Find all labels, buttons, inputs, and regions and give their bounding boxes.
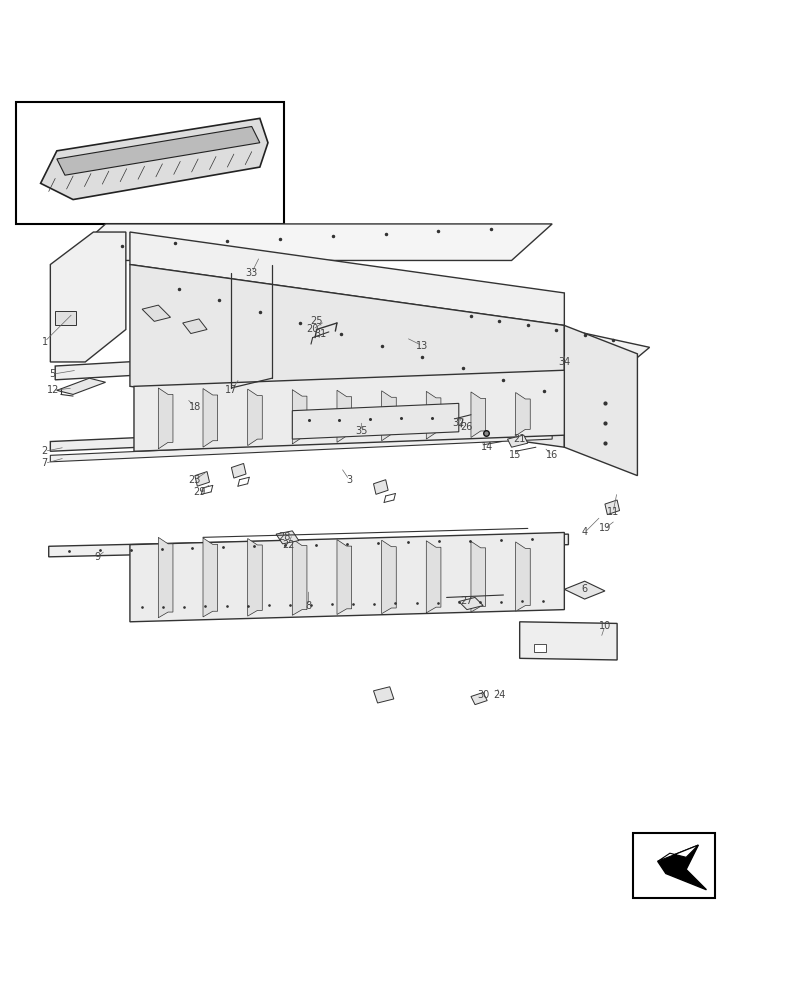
- Polygon shape: [182, 319, 207, 334]
- Text: 14: 14: [480, 442, 493, 452]
- Polygon shape: [430, 305, 649, 368]
- Bar: [534, 644, 546, 652]
- Polygon shape: [195, 472, 209, 486]
- Polygon shape: [292, 539, 307, 615]
- Polygon shape: [50, 419, 551, 451]
- Text: 20: 20: [306, 324, 319, 334]
- Polygon shape: [515, 542, 530, 611]
- Text: 6: 6: [581, 584, 587, 594]
- Polygon shape: [158, 388, 173, 449]
- Text: 35: 35: [354, 426, 367, 436]
- Polygon shape: [130, 532, 564, 622]
- Text: 21: 21: [513, 434, 526, 444]
- Polygon shape: [426, 391, 440, 439]
- Polygon shape: [276, 531, 298, 544]
- Polygon shape: [426, 541, 440, 613]
- Text: 16: 16: [545, 450, 558, 460]
- Polygon shape: [458, 597, 483, 610]
- Bar: [55, 311, 75, 325]
- Text: 18: 18: [188, 402, 201, 412]
- Text: 31: 31: [314, 329, 327, 339]
- Polygon shape: [134, 370, 568, 451]
- Polygon shape: [564, 325, 637, 476]
- Text: 15: 15: [508, 450, 521, 460]
- Polygon shape: [57, 378, 105, 394]
- Polygon shape: [203, 538, 217, 617]
- Text: 13: 13: [415, 341, 428, 351]
- Polygon shape: [373, 687, 393, 703]
- Polygon shape: [203, 389, 217, 447]
- Polygon shape: [130, 265, 564, 447]
- Polygon shape: [337, 540, 351, 614]
- Polygon shape: [657, 845, 706, 890]
- Text: 9: 9: [94, 552, 101, 562]
- Text: 3: 3: [345, 475, 352, 485]
- Polygon shape: [57, 126, 260, 175]
- Text: 19: 19: [598, 523, 611, 533]
- Text: 5: 5: [49, 369, 56, 379]
- Bar: [16, 102, 284, 224]
- Text: 33: 33: [245, 268, 258, 278]
- Polygon shape: [320, 313, 361, 331]
- Text: 4: 4: [581, 527, 587, 537]
- Polygon shape: [507, 435, 527, 447]
- Polygon shape: [470, 541, 485, 612]
- Polygon shape: [385, 331, 430, 352]
- Text: 27: 27: [460, 596, 473, 606]
- Polygon shape: [381, 540, 396, 614]
- Text: 2: 2: [41, 446, 48, 456]
- Text: 10: 10: [598, 621, 611, 631]
- Polygon shape: [564, 581, 604, 599]
- Polygon shape: [50, 232, 126, 362]
- Polygon shape: [49, 534, 568, 557]
- Polygon shape: [247, 538, 262, 616]
- Polygon shape: [337, 390, 351, 442]
- Polygon shape: [231, 463, 246, 478]
- Polygon shape: [373, 480, 388, 494]
- Text: 22: 22: [281, 540, 294, 550]
- Text: 25: 25: [310, 316, 323, 326]
- Polygon shape: [247, 389, 262, 446]
- Polygon shape: [65, 224, 551, 260]
- Polygon shape: [657, 845, 697, 861]
- Text: 1: 1: [41, 337, 48, 347]
- Text: 8: 8: [305, 601, 311, 611]
- Text: 24: 24: [492, 690, 505, 700]
- Polygon shape: [142, 305, 170, 321]
- Polygon shape: [519, 622, 616, 660]
- Polygon shape: [470, 392, 485, 437]
- Polygon shape: [292, 390, 307, 444]
- Text: 28: 28: [277, 532, 290, 542]
- Text: 7: 7: [41, 458, 48, 468]
- Text: 29: 29: [192, 487, 205, 497]
- Polygon shape: [50, 433, 551, 462]
- Text: 32: 32: [452, 418, 465, 428]
- Polygon shape: [292, 403, 458, 439]
- Text: 23: 23: [188, 475, 201, 485]
- Text: 12: 12: [46, 385, 59, 395]
- Polygon shape: [604, 500, 619, 515]
- Polygon shape: [158, 537, 173, 618]
- Text: 11: 11: [606, 507, 619, 517]
- Text: 26: 26: [460, 422, 473, 432]
- Polygon shape: [381, 391, 396, 441]
- Polygon shape: [41, 118, 268, 200]
- Polygon shape: [515, 392, 530, 436]
- Polygon shape: [55, 338, 551, 380]
- Polygon shape: [470, 692, 487, 705]
- Text: 17: 17: [225, 385, 238, 395]
- Polygon shape: [130, 232, 564, 325]
- Bar: [633, 833, 714, 898]
- Text: 34: 34: [557, 357, 570, 367]
- Text: 30: 30: [476, 690, 489, 700]
